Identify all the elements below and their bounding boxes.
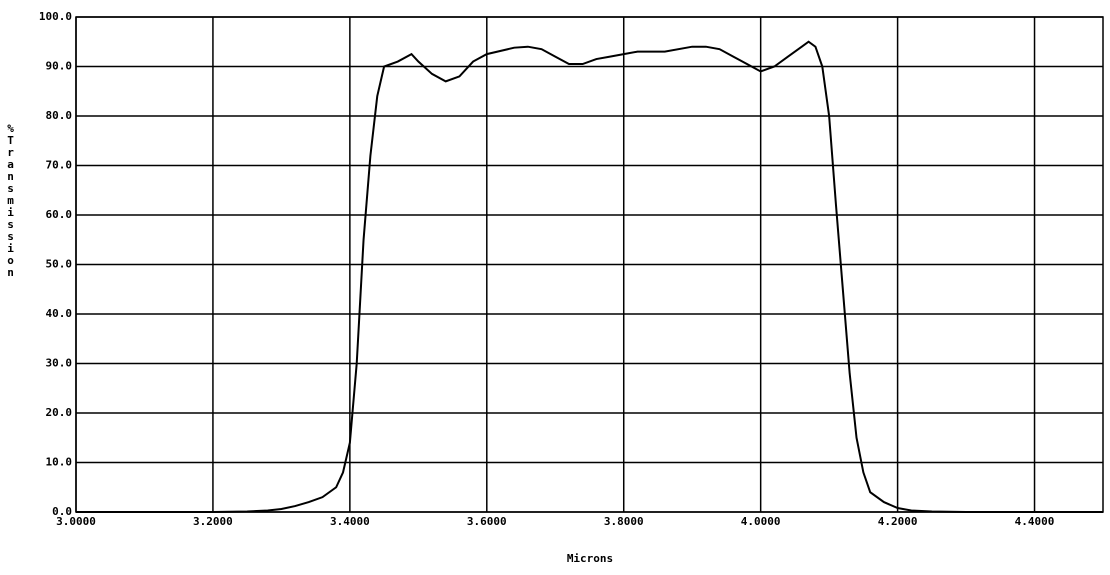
x-tick-label: 3.4000 bbox=[330, 515, 370, 528]
y-tick-label: 60.0 bbox=[46, 208, 73, 221]
y-tick-label: 40.0 bbox=[46, 307, 73, 320]
x-tick-label: 4.2000 bbox=[878, 515, 918, 528]
x-tick-label: 4.0000 bbox=[741, 515, 781, 528]
x-axis-label: Microns bbox=[567, 552, 613, 565]
y-tick-label: 70.0 bbox=[46, 159, 73, 172]
y-tick-label: 30.0 bbox=[46, 357, 73, 370]
y-tick-label: 0.0 bbox=[52, 505, 72, 518]
y-tick-label: 10.0 bbox=[46, 456, 73, 469]
y-tick-label: 20.0 bbox=[46, 406, 73, 419]
y-tick-label: 100.0 bbox=[39, 10, 72, 23]
x-tick-label: 3.6000 bbox=[467, 515, 507, 528]
x-tick-label: 3.8000 bbox=[604, 515, 644, 528]
x-tick-label: 4.4000 bbox=[1015, 515, 1055, 528]
y-tick-label: 50.0 bbox=[46, 258, 73, 271]
x-tick-label: 3.2000 bbox=[193, 515, 233, 528]
y-axis-label: %Transmission bbox=[4, 122, 17, 278]
data-line bbox=[76, 40, 1103, 513]
x-tick-label: 3.0000 bbox=[56, 515, 96, 528]
y-tick-label: 80.0 bbox=[46, 109, 73, 122]
y-tick-label: 90.0 bbox=[46, 60, 73, 73]
